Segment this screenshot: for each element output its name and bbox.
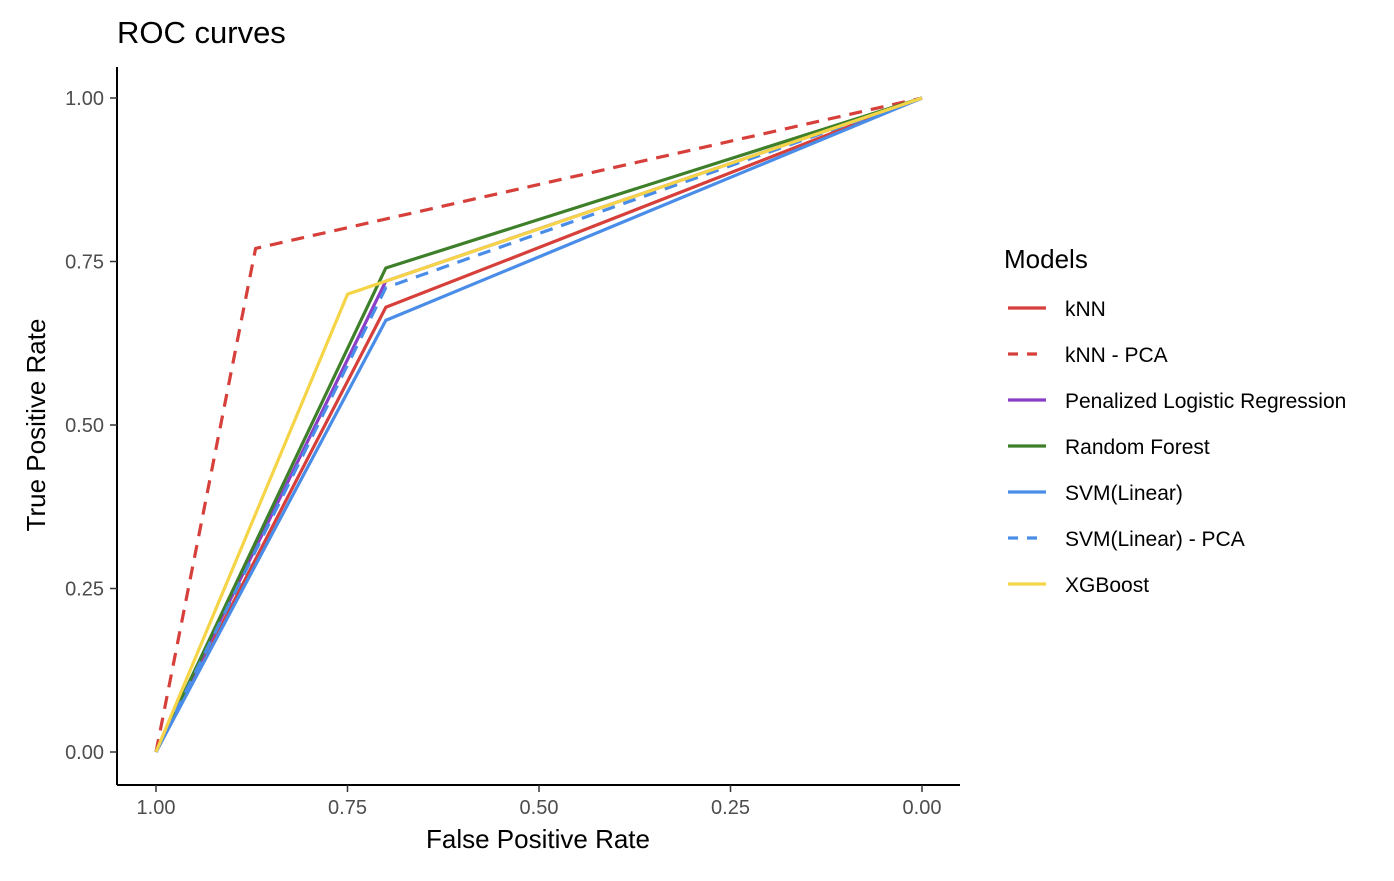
x-tick-label: 1.00 xyxy=(137,797,176,819)
x-tick-label: 0.75 xyxy=(328,797,367,819)
legend-label-6: XGBoost xyxy=(1065,574,1149,597)
y-axis-ticks: 0.00 0.25 0.50 0.75 1.00 xyxy=(65,88,117,764)
x-axis-label: False Positive Rate xyxy=(426,824,650,854)
y-tick-label: 0.00 xyxy=(65,742,104,764)
legend-label-5: SVM(Linear) - PCA xyxy=(1065,528,1245,551)
x-tick-label: 0.25 xyxy=(711,797,750,819)
series-line-0 xyxy=(154,96,923,753)
legend-label-2: Penalized Logistic Regression xyxy=(1065,390,1346,413)
series-line-5 xyxy=(154,96,923,753)
x-tick-label: 0.50 xyxy=(520,797,559,819)
legend-label-0: kNN xyxy=(1065,298,1106,321)
series-line-2 xyxy=(154,96,923,753)
chart-title: ROC curves xyxy=(117,15,286,50)
series-line-1 xyxy=(154,96,923,753)
x-axis-ticks: 1.00 0.75 0.50 0.25 0.00 xyxy=(137,785,942,819)
y-tick-label: 0.75 xyxy=(65,252,104,274)
series-line-6 xyxy=(154,96,923,753)
series-line-4 xyxy=(154,96,923,753)
y-tick-label: 0.50 xyxy=(65,415,104,437)
legend-label-1: kNN - PCA xyxy=(1065,344,1168,367)
series-line-3 xyxy=(154,96,923,753)
y-axis-label: True Positive Rate xyxy=(21,319,51,532)
x-tick-label: 0.00 xyxy=(903,797,942,819)
y-tick-label: 1.00 xyxy=(65,88,104,110)
y-tick-label: 0.25 xyxy=(65,579,104,601)
legend: Models kNN kNN - PCA Penalized Logistic Re… xyxy=(1004,244,1346,597)
legend-label-3: Random Forest xyxy=(1065,436,1210,459)
legend-title: Models xyxy=(1004,244,1088,274)
legend-label-4: SVM(Linear) xyxy=(1065,482,1183,505)
plot-lines xyxy=(154,96,923,753)
